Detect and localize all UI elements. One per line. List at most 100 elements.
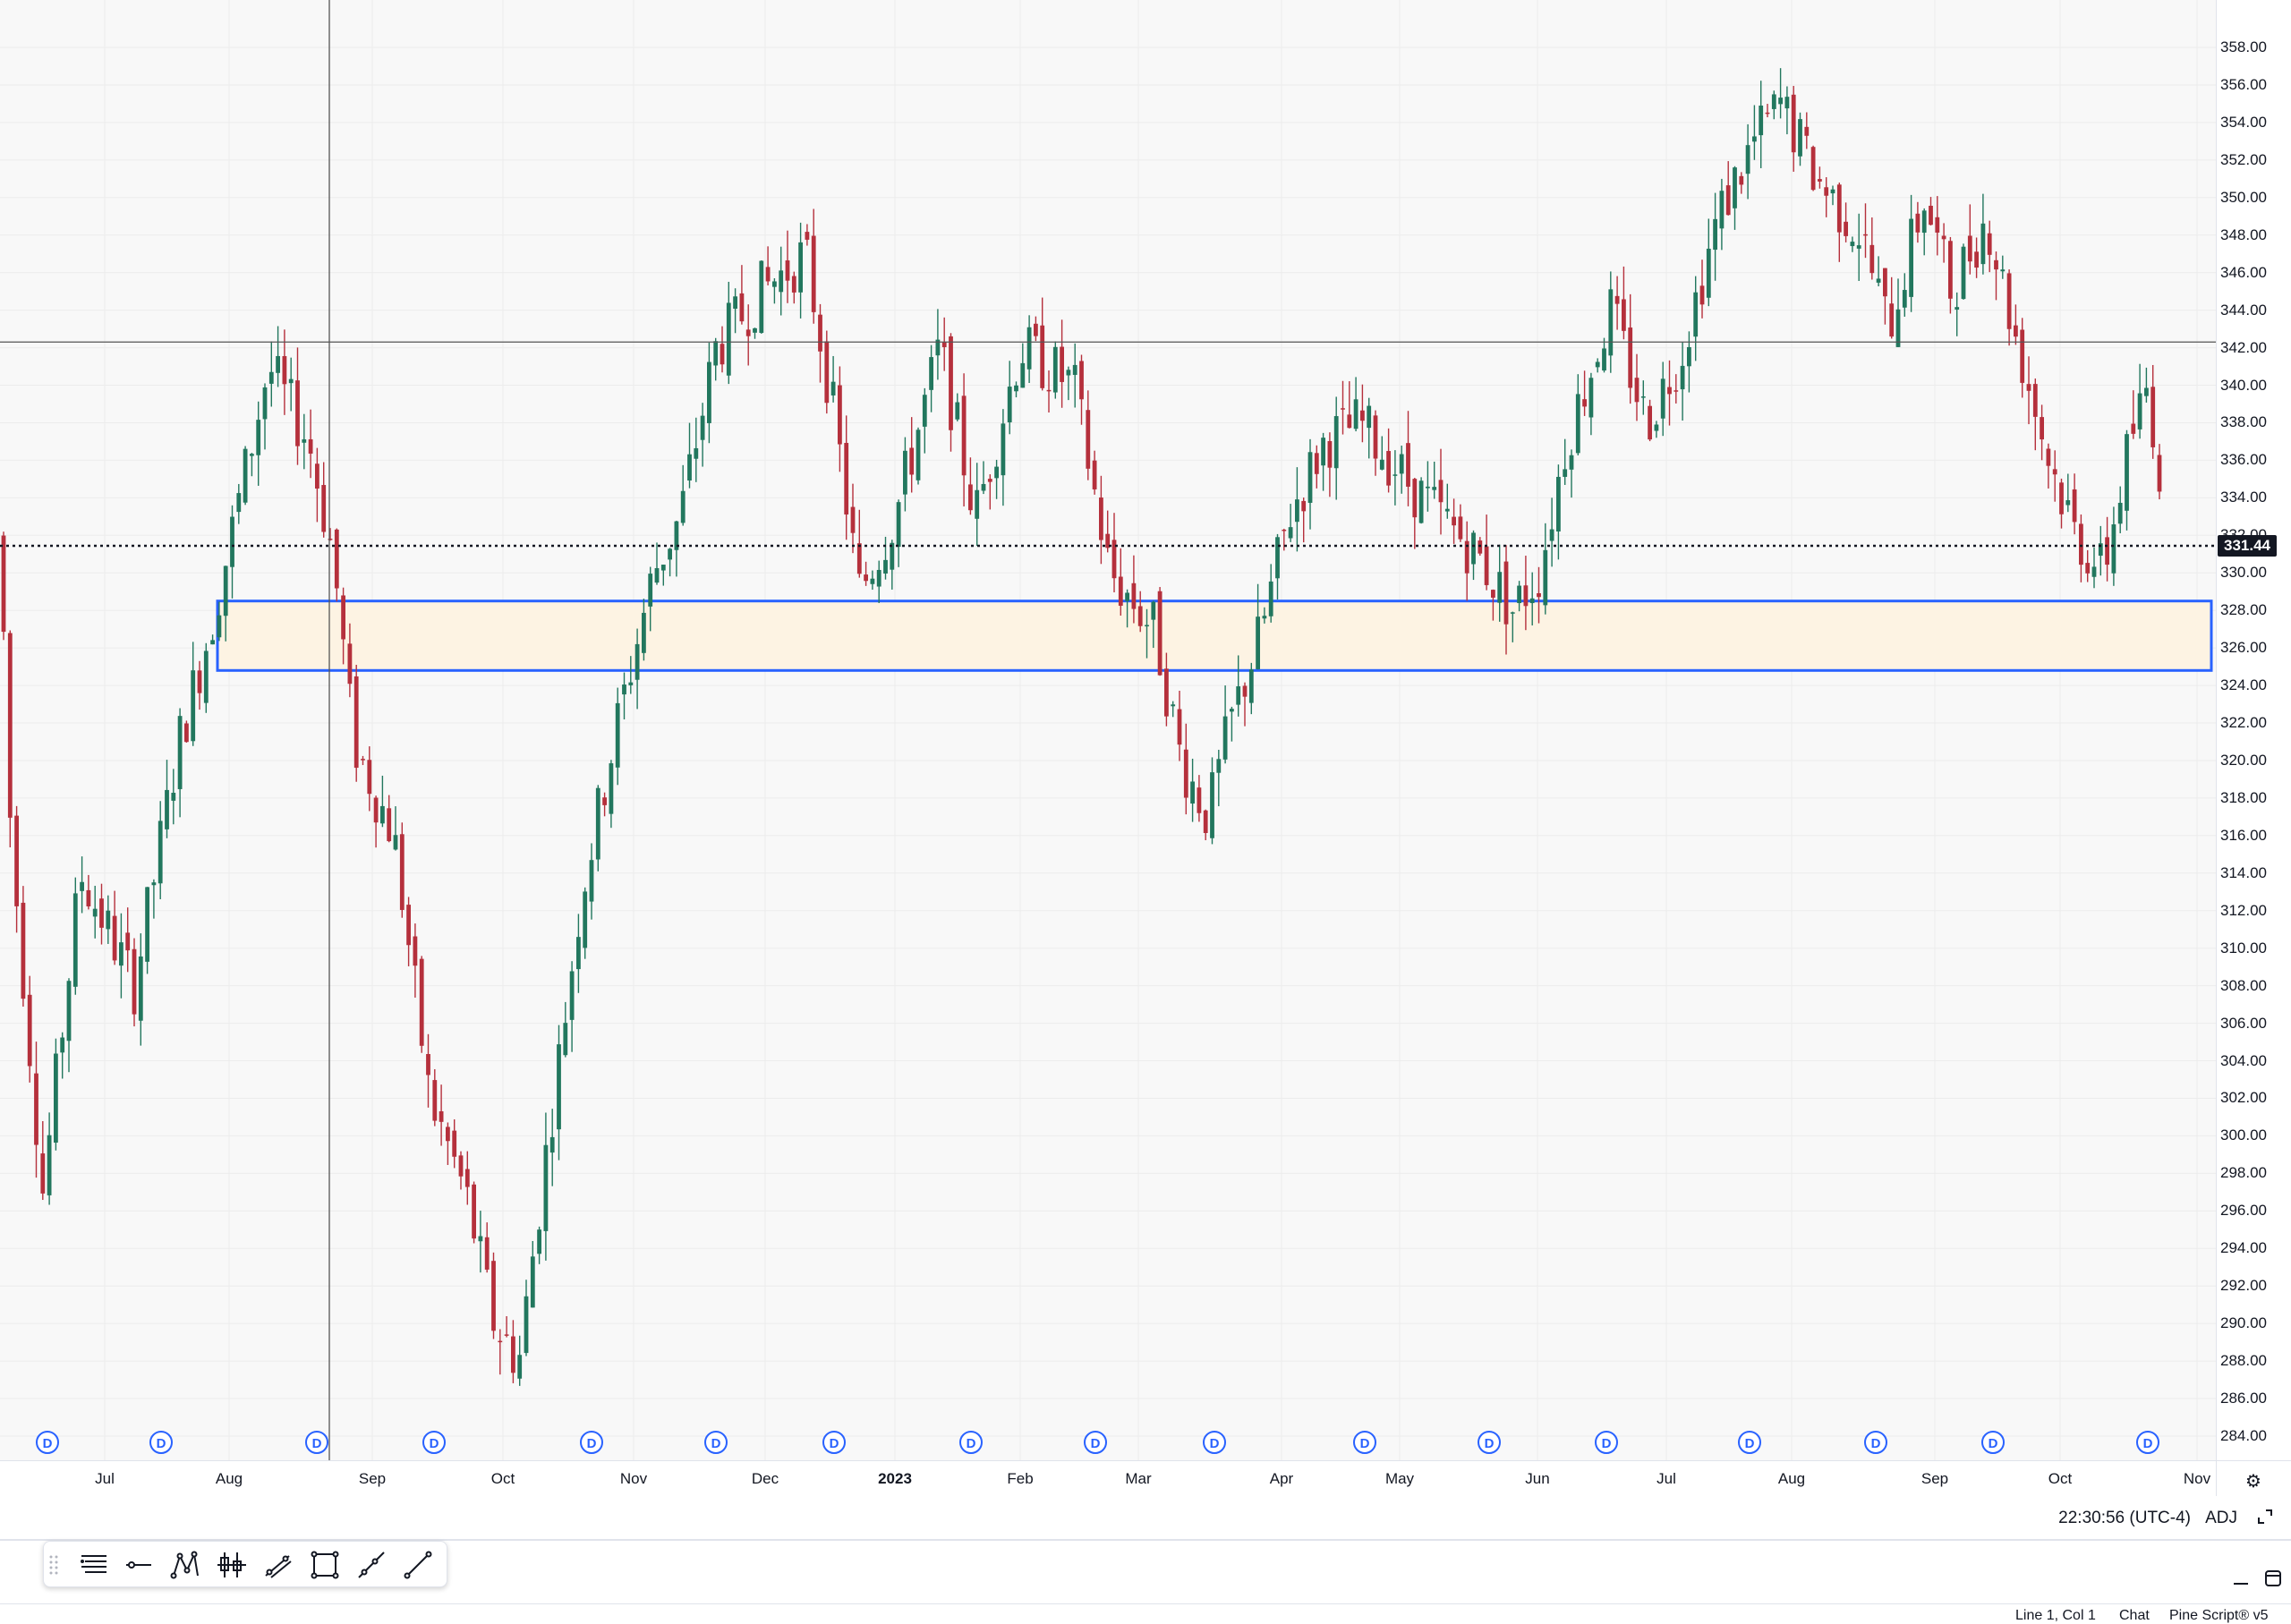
- candle: [1418, 477, 1424, 524]
- dividend-marker[interactable]: D: [1203, 1431, 1226, 1454]
- time-tick-label: Dec: [751, 1470, 779, 1487]
- price-axis[interactable]: 358.00 356.00 354.00 352.00 350.00 348.00 346.…: [2216, 0, 2291, 1460]
- candle: [922, 387, 927, 454]
- candle: [2065, 473, 2071, 513]
- candle-body: [668, 548, 672, 560]
- candle: [1713, 192, 1717, 281]
- dividend-marker[interactable]: D: [149, 1431, 173, 1454]
- candle: [361, 755, 365, 766]
- candle: [2098, 525, 2103, 576]
- candle-body: [282, 356, 287, 385]
- candle-body: [47, 1135, 52, 1195]
- candle: [779, 246, 784, 316]
- candle: [576, 914, 581, 993]
- candle: [2144, 367, 2149, 403]
- candle-body: [1628, 327, 1633, 388]
- candle-body: [1967, 235, 1972, 262]
- candle: [1706, 218, 1711, 307]
- candle: [446, 1122, 450, 1165]
- candle: [569, 961, 575, 1052]
- candle: [92, 885, 98, 939]
- dividend-marker[interactable]: D: [1084, 1431, 1107, 1454]
- chat-button[interactable]: Chat: [2119, 1608, 2150, 1623]
- candle: [177, 708, 183, 818]
- candle-body: [1902, 290, 1907, 308]
- candle-body: [1262, 616, 1267, 619]
- candle-body: [1164, 668, 1169, 717]
- candle: [80, 856, 84, 914]
- grip-icon[interactable]: [49, 1554, 58, 1576]
- candle-body: [295, 380, 300, 446]
- rectangle-icon[interactable]: [309, 1549, 341, 1581]
- candle: [1850, 236, 1855, 252]
- adjust-data-button[interactable]: ADJ: [2205, 1509, 2237, 1527]
- maximize-icon[interactable]: [2262, 1568, 2284, 1594]
- time-tick-label: Oct: [490, 1470, 515, 1487]
- dividend-marker[interactable]: D: [2136, 1431, 2159, 1454]
- chart-status-bar: 22:30:56 (UTC-4) ADJ: [0, 1496, 2291, 1541]
- candle: [694, 417, 699, 482]
- dividend-marker[interactable]: D: [1864, 1431, 1887, 1454]
- candle: [2059, 478, 2064, 529]
- candle-body: [2079, 523, 2083, 565]
- trendline-icon[interactable]: [402, 1549, 434, 1581]
- candle: [961, 373, 967, 506]
- minimize-icon[interactable]: [2230, 1568, 2252, 1594]
- candles-icon[interactable]: [216, 1549, 248, 1581]
- candle: [406, 897, 411, 966]
- time-tick-label: Jun: [1525, 1470, 1550, 1487]
- candle: [210, 634, 215, 645]
- ray-icon[interactable]: [355, 1549, 388, 1581]
- candle-body: [1347, 414, 1352, 429]
- cursor-position[interactable]: Line 1, Col 1: [2015, 1608, 2096, 1623]
- candle: [1426, 461, 1430, 512]
- candle-body: [92, 908, 98, 917]
- candle-body: [1556, 476, 1561, 531]
- price-tick-label: 340.00: [2220, 376, 2267, 394]
- candle-body: [1876, 278, 1881, 283]
- dividend-marker[interactable]: D: [704, 1431, 728, 1454]
- time-tick-label: Nov: [619, 1470, 648, 1487]
- candle: [464, 1151, 470, 1205]
- candle-body: [1529, 598, 1535, 604]
- dividend-marker[interactable]: D: [822, 1431, 846, 1454]
- dividend-marker[interactable]: D: [1981, 1431, 2005, 1454]
- candle: [119, 913, 123, 999]
- horizontal-line-icon[interactable]: [123, 1549, 155, 1581]
- dividend-marker[interactable]: D: [36, 1431, 59, 1454]
- candle: [1543, 523, 1548, 615]
- dividend-marker[interactable]: D: [422, 1431, 446, 1454]
- candle-body: [1137, 606, 1143, 626]
- candle-body: [1092, 460, 1097, 489]
- dividend-marker[interactable]: D: [1353, 1431, 1376, 1454]
- candle-body: [27, 994, 32, 1067]
- dividend-marker[interactable]: D: [305, 1431, 328, 1454]
- time-axis[interactable]: Jul Aug Sep Oct Nov Dec 2023 Feb Mar Apr May Jun Jul…: [0, 1460, 2216, 1496]
- price-tick-label: 326.00: [2220, 639, 2267, 657]
- dividend-marker[interactable]: D: [580, 1431, 603, 1454]
- dividend-marker[interactable]: D: [1738, 1431, 1761, 1454]
- clock-readout[interactable]: 22:30:56 (UTC-4): [2058, 1509, 2191, 1527]
- candle-body: [1118, 576, 1123, 606]
- candle-body: [1105, 533, 1111, 548]
- expand-icon[interactable]: [2255, 1507, 2275, 1526]
- candle-body: [1784, 97, 1790, 109]
- dividend-marker[interactable]: D: [1478, 1431, 1501, 1454]
- pine-version[interactable]: Pine Script® v5: [2169, 1608, 2269, 1623]
- candle-body: [2026, 384, 2031, 391]
- pattern-icon[interactable]: [169, 1549, 201, 1581]
- candle-body: [2072, 489, 2077, 523]
- chart-settings-button[interactable]: ⚙: [2216, 1460, 2291, 1496]
- candle-body: [1438, 480, 1444, 503]
- candle-body: [1020, 362, 1026, 388]
- hamburger-lines-icon[interactable]: [78, 1549, 110, 1581]
- dividend-marker[interactable]: D: [959, 1431, 983, 1454]
- dividend-marker[interactable]: D: [1595, 1431, 1618, 1454]
- dividend-label: D: [1210, 1436, 1220, 1451]
- trend-channel-icon[interactable]: [262, 1549, 294, 1581]
- candle-body: [1432, 487, 1437, 490]
- candle: [844, 415, 849, 540]
- candle: [1256, 583, 1260, 670]
